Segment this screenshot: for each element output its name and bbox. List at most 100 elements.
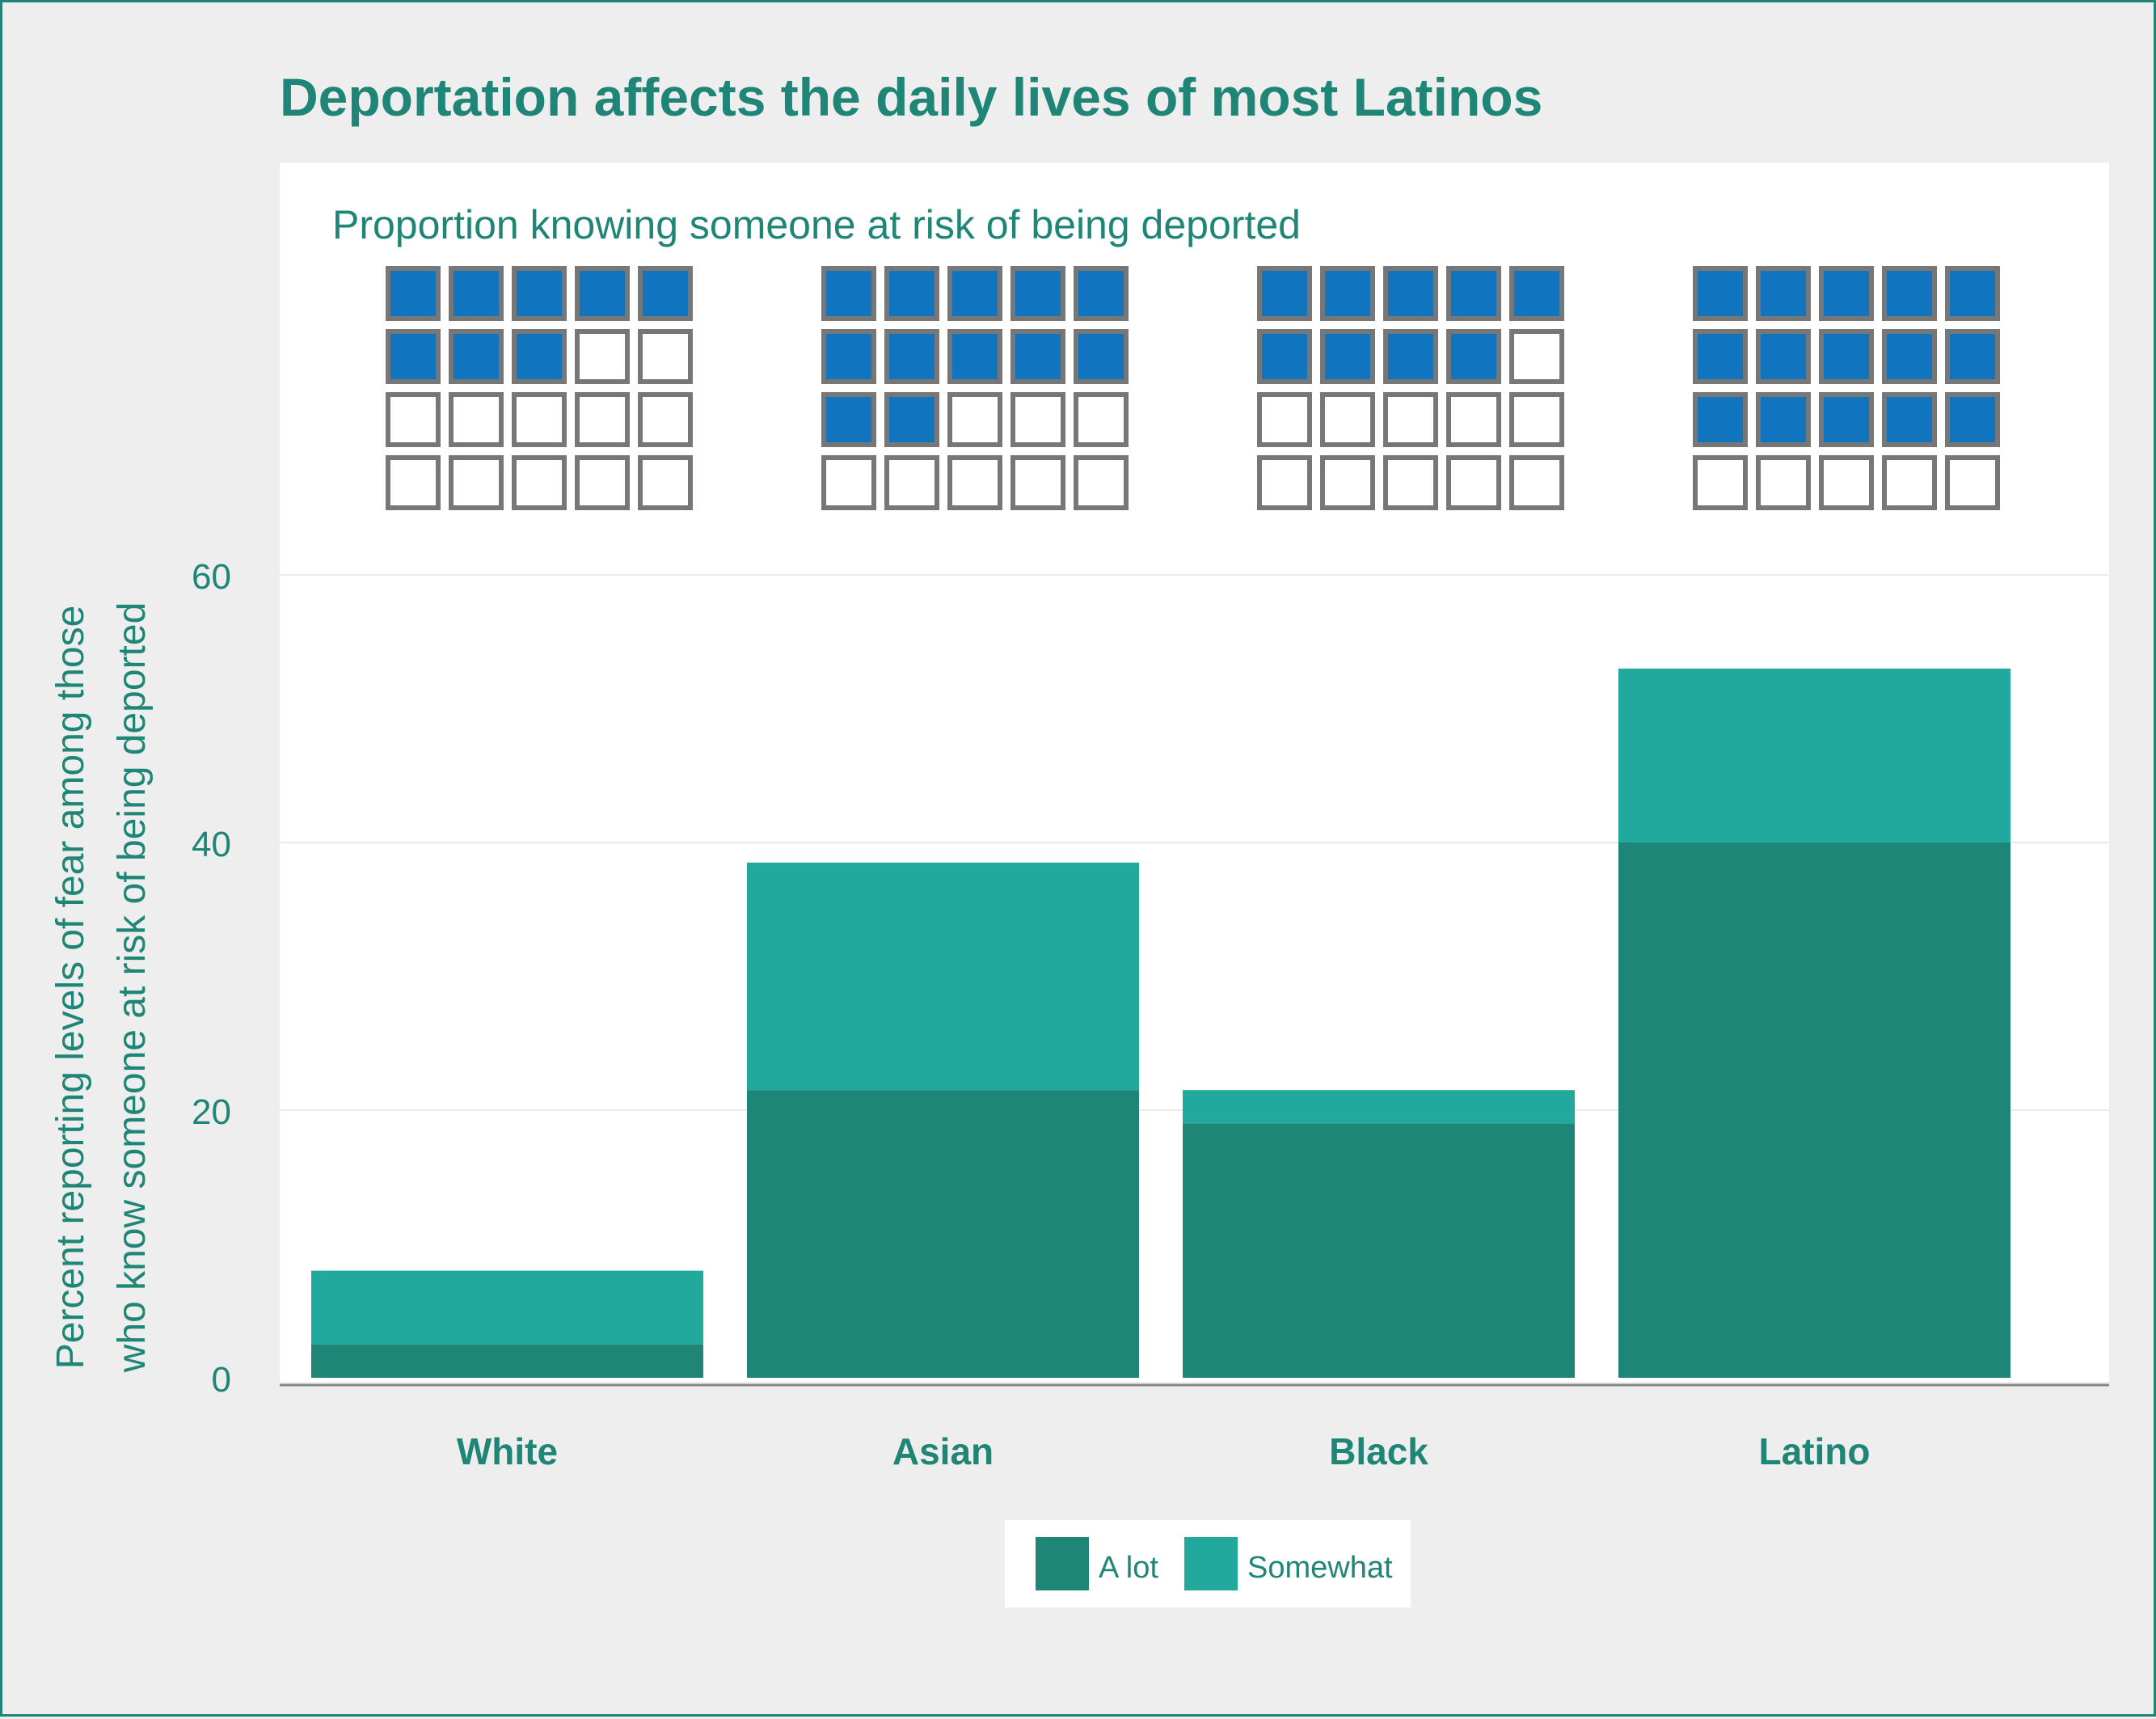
waffle-cell-latino-12 bbox=[1819, 392, 1874, 447]
x-ticks: White Asian Black Latino bbox=[457, 1430, 1871, 1472]
waffle-cell-white-9 bbox=[638, 329, 693, 384]
waffle-cell-white-3 bbox=[575, 266, 630, 321]
waffle-cell-black-2 bbox=[1383, 266, 1438, 321]
waffle-cell-white-18 bbox=[575, 455, 630, 510]
waffle-cell-latino-18 bbox=[1882, 455, 1937, 510]
waffle-cell-black-3 bbox=[1446, 266, 1501, 321]
waffle-cell-latino-14 bbox=[1945, 392, 2000, 447]
waffle-black bbox=[1257, 266, 1564, 510]
bar-black-somewhat bbox=[1183, 1090, 1575, 1124]
waffle-cell-latino-3 bbox=[1882, 266, 1937, 321]
bar-white-somewhat bbox=[311, 1270, 703, 1345]
waffle-cell-asian-2 bbox=[947, 266, 1002, 321]
y-tick-label-60: 60 bbox=[192, 557, 231, 597]
waffle-cell-white-8 bbox=[575, 329, 630, 384]
waffle-cell-asian-13 bbox=[1010, 392, 1065, 447]
waffle-cell-latino-9 bbox=[1945, 329, 2000, 384]
waffle-cell-white-6 bbox=[449, 329, 504, 384]
waffle-cell-black-7 bbox=[1383, 329, 1438, 384]
waffle-cell-asian-1 bbox=[884, 266, 939, 321]
waffle-cell-latino-6 bbox=[1756, 329, 1811, 384]
waffle-cell-latino-16 bbox=[1756, 455, 1811, 510]
waffle-cell-white-2 bbox=[512, 266, 567, 321]
waffle-latino bbox=[1693, 266, 2000, 510]
y-axis-label: Percent reporting levels of fear among t… bbox=[49, 602, 154, 1374]
waffle-cell-white-1 bbox=[449, 266, 504, 321]
waffle-cell-white-11 bbox=[449, 392, 504, 447]
waffle-cell-black-18 bbox=[1446, 455, 1501, 510]
bar-black-a-lot bbox=[1183, 1123, 1575, 1378]
waffle-cell-latino-11 bbox=[1756, 392, 1811, 447]
waffle-cell-latino-1 bbox=[1756, 266, 1811, 321]
y-ticks: 0 20 40 60 bbox=[192, 557, 231, 1400]
waffle-cell-white-12 bbox=[512, 392, 567, 447]
bar-white-a-lot bbox=[311, 1344, 703, 1378]
bar-asian-a-lot bbox=[747, 1090, 1139, 1378]
bar-latino-somewhat bbox=[1618, 668, 2010, 843]
waffle-cell-asian-0 bbox=[821, 266, 876, 321]
waffle-cell-asian-18 bbox=[1010, 455, 1065, 510]
waffle-cell-asian-10 bbox=[821, 392, 876, 447]
y-axis-label-line-1: Percent reporting levels of fear among t… bbox=[49, 606, 92, 1370]
waffle-cell-asian-17 bbox=[947, 455, 1002, 510]
waffle-cell-latino-15 bbox=[1693, 455, 1748, 510]
waffle-cell-white-13 bbox=[575, 392, 630, 447]
waffle-cell-asian-4 bbox=[1074, 266, 1129, 321]
waffle-cell-asian-5 bbox=[821, 329, 876, 384]
waffle-cell-black-19 bbox=[1509, 455, 1564, 510]
waffle-cell-black-15 bbox=[1257, 455, 1312, 510]
waffle-cell-latino-19 bbox=[1945, 455, 2000, 510]
waffle-cell-white-17 bbox=[512, 455, 567, 510]
waffle-cell-black-5 bbox=[1257, 329, 1312, 384]
waffle-cell-asian-14 bbox=[1074, 392, 1129, 447]
waffle-cell-black-1 bbox=[1320, 266, 1375, 321]
waffle-cell-black-16 bbox=[1320, 455, 1375, 510]
waffle-cell-asian-6 bbox=[884, 329, 939, 384]
x-tick-label-latino: Latino bbox=[1759, 1430, 1871, 1472]
waffle-cell-latino-4 bbox=[1945, 266, 2000, 321]
waffle-cell-black-17 bbox=[1383, 455, 1438, 510]
waffle-cell-white-16 bbox=[449, 455, 504, 510]
waffle-cell-black-10 bbox=[1257, 392, 1312, 447]
bars-group bbox=[311, 668, 2010, 1378]
waffle-cell-latino-2 bbox=[1819, 266, 1874, 321]
waffle-cell-asian-3 bbox=[1010, 266, 1065, 321]
waffle-cell-black-0 bbox=[1257, 266, 1312, 321]
waffle-cell-black-13 bbox=[1446, 392, 1501, 447]
waffle-cell-asian-15 bbox=[821, 455, 876, 510]
waffle-asian bbox=[821, 266, 1129, 510]
waffle-group bbox=[386, 266, 2000, 510]
legend-label-a-lot: A lot bbox=[1099, 1551, 1158, 1585]
waffle-cell-latino-7 bbox=[1819, 329, 1874, 384]
waffle-cell-black-14 bbox=[1509, 392, 1564, 447]
waffle-label: Proportion knowing someone at risk of be… bbox=[332, 202, 1301, 247]
waffle-cell-white-4 bbox=[638, 266, 693, 321]
waffle-cell-asian-16 bbox=[884, 455, 939, 510]
waffle-cell-black-11 bbox=[1320, 392, 1375, 447]
chart-title: Deportation affects the daily lives of m… bbox=[280, 67, 1542, 127]
x-tick-label-white: White bbox=[457, 1430, 558, 1472]
waffle-cell-black-8 bbox=[1446, 329, 1501, 384]
waffle-cell-black-6 bbox=[1320, 329, 1375, 384]
waffle-cell-latino-0 bbox=[1693, 266, 1748, 321]
waffle-cell-white-10 bbox=[386, 392, 441, 447]
waffle-cell-white-15 bbox=[386, 455, 441, 510]
waffle-cell-latino-17 bbox=[1819, 455, 1874, 510]
x-tick-label-asian: Asian bbox=[892, 1430, 994, 1472]
waffle-cell-asian-11 bbox=[884, 392, 939, 447]
bar-latino-a-lot bbox=[1618, 843, 2010, 1378]
y-tick-label-40: 40 bbox=[192, 825, 231, 864]
waffle-cell-latino-8 bbox=[1882, 329, 1937, 384]
waffle-white bbox=[386, 266, 693, 510]
waffle-cell-black-12 bbox=[1383, 392, 1438, 447]
waffle-cell-asian-7 bbox=[947, 329, 1002, 384]
waffle-cell-latino-10 bbox=[1693, 392, 1748, 447]
legend: A lot Somewhat bbox=[1005, 1520, 1411, 1607]
waffle-cell-asian-9 bbox=[1074, 329, 1129, 384]
legend-swatch-somewhat bbox=[1184, 1537, 1238, 1590]
waffle-cell-latino-13 bbox=[1882, 392, 1937, 447]
waffle-cell-white-7 bbox=[512, 329, 567, 384]
waffle-cell-white-19 bbox=[638, 455, 693, 510]
